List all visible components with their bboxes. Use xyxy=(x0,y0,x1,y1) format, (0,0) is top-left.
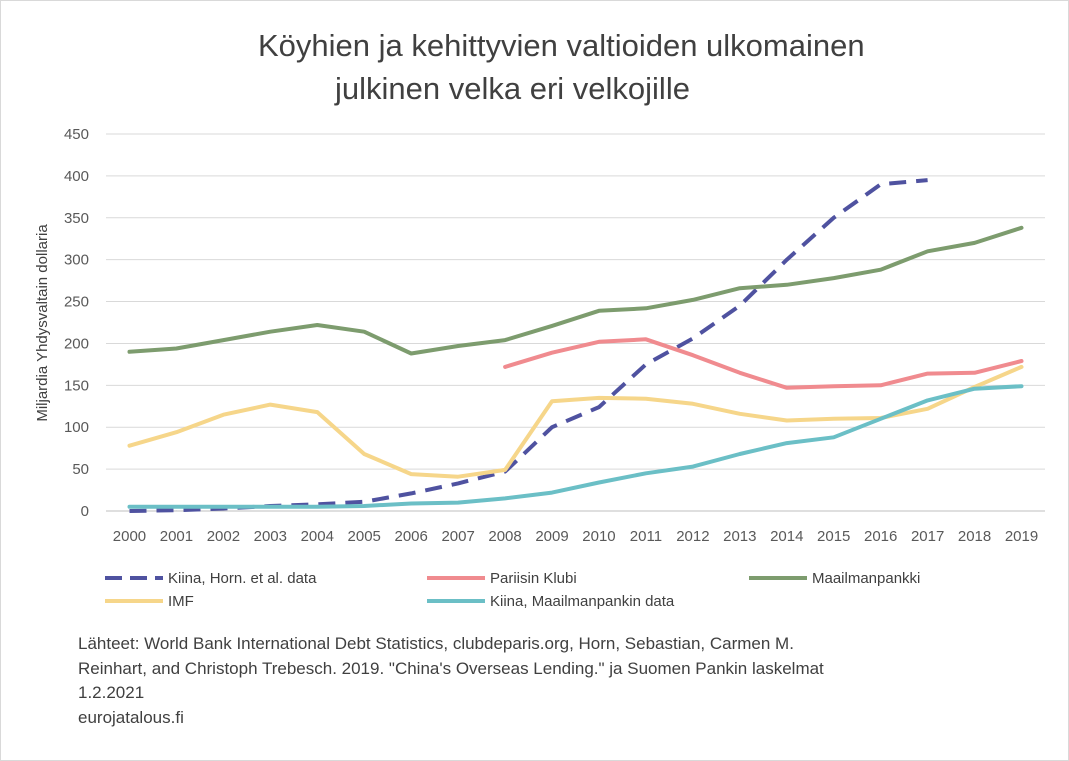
source-line-2: Reinhart, and Christoph Trebesch. 2019. … xyxy=(78,658,824,678)
legend-label: Maailmanpankki xyxy=(812,570,920,587)
x-tick-label: 2012 xyxy=(676,528,709,545)
y-tick-label: 150 xyxy=(64,377,89,394)
series-lines xyxy=(127,178,1024,513)
x-tick-label: 2010 xyxy=(582,528,615,545)
x-tick-label: 2016 xyxy=(864,528,897,545)
x-tick-label: 2017 xyxy=(911,528,944,545)
legend-item: Kiina, Maailmanpankin data xyxy=(427,593,675,610)
x-tick-label: 2013 xyxy=(723,528,756,545)
x-tick-label: 2006 xyxy=(394,528,427,545)
y-tick-label: 300 xyxy=(64,252,89,269)
x-tick-label: 2009 xyxy=(535,528,568,545)
x-tick-label: 2003 xyxy=(254,528,287,545)
y-tick-label: 100 xyxy=(64,419,89,436)
series-line xyxy=(129,178,928,513)
y-tick-label: 250 xyxy=(64,294,89,311)
source-site: eurojatalous.fi xyxy=(78,707,184,727)
legend-label: Pariisin Klubi xyxy=(490,570,577,587)
y-tick-label: 400 xyxy=(64,168,89,185)
legend: Kiina, Horn. et al. data Pariisin Klubi Ma… xyxy=(105,570,920,610)
x-tick-label: 2005 xyxy=(348,528,381,545)
y-tick-label: 450 xyxy=(64,126,89,143)
x-tick-label: 2015 xyxy=(817,528,850,545)
chart-title-line-1: Köyhien ja kehittyvien valtioiden ulkoma… xyxy=(258,28,865,63)
x-axis-ticks: 2000 2001 2002 2003 2004 2005 2006 2007 2008 2009… xyxy=(113,528,1038,545)
x-tick-label: 2000 xyxy=(113,528,146,545)
y-tick-label: 50 xyxy=(72,461,89,478)
x-tick-label: 2018 xyxy=(958,528,991,545)
legend-label: IMF xyxy=(168,593,194,610)
series-line xyxy=(127,384,1024,509)
series-3 xyxy=(127,225,1024,356)
y-axis-ticks: 0 50 100 150 200 250 300 350 400 450 xyxy=(64,126,89,520)
y-tick-label: 200 xyxy=(64,335,89,352)
x-tick-label: 2019 xyxy=(1005,528,1038,545)
x-tick-label: 2004 xyxy=(301,528,334,545)
x-tick-label: 2008 xyxy=(488,528,521,545)
legend-item: Kiina, Horn. et al. data xyxy=(105,570,317,587)
x-tick-label: 2001 xyxy=(160,528,193,545)
y-tick-label: 0 xyxy=(81,503,89,520)
chart-title-line-2: julkinen velka eri velkojille xyxy=(334,71,690,106)
source-note: Lähteet: World Bank International Debt S… xyxy=(78,632,978,730)
y-axis-title: Miljardia Yhdysvaltain dollaria xyxy=(34,224,51,422)
gridlines xyxy=(106,133,1045,512)
source-line-1: Lähteet: World Bank International Debt S… xyxy=(78,634,794,653)
x-tick-label: 2002 xyxy=(207,528,240,545)
x-tick-label: 2007 xyxy=(441,528,474,545)
series-line xyxy=(503,337,1024,390)
series-2 xyxy=(503,337,1024,390)
legend-label: Kiina, Maailmanpankin data xyxy=(490,593,675,610)
y-tick-label: 350 xyxy=(64,210,89,227)
series-4 xyxy=(127,364,1024,479)
source-date: 1.2.2021 xyxy=(78,683,145,702)
chart-title: Köyhien ja kehittyvien valtioiden ulkoma… xyxy=(258,28,865,106)
legend-item: IMF xyxy=(105,593,194,610)
series-line xyxy=(127,364,1024,479)
legend-label: Kiina, Horn. et al. data xyxy=(168,570,317,587)
legend-item: Pariisin Klubi xyxy=(427,570,577,587)
series-5 xyxy=(127,384,1024,509)
x-tick-label: 2014 xyxy=(770,528,803,545)
x-tick-label: 2011 xyxy=(630,528,662,545)
series-1 xyxy=(129,178,928,513)
legend-item: Maailmanpankki xyxy=(749,570,920,587)
series-line xyxy=(127,225,1024,356)
